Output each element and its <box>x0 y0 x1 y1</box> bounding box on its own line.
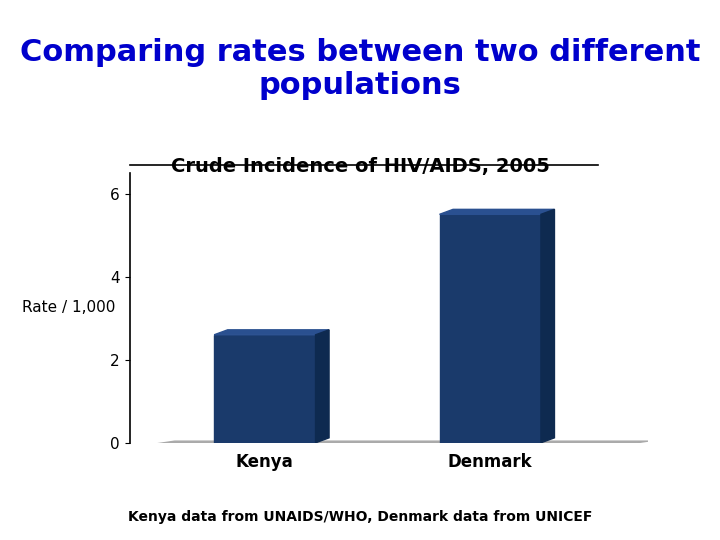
Text: Crude Incidence of HIV/AIDS, 2005: Crude Incidence of HIV/AIDS, 2005 <box>171 157 549 176</box>
Polygon shape <box>541 210 554 443</box>
Polygon shape <box>315 330 329 443</box>
Text: Comparing rates between two different
populations: Comparing rates between two different po… <box>19 38 701 100</box>
Polygon shape <box>141 441 648 446</box>
Polygon shape <box>439 210 554 214</box>
Text: Kenya data from UNAIDS/WHO, Denmark data from UNICEF: Kenya data from UNAIDS/WHO, Denmark data… <box>128 510 592 524</box>
Bar <box>439 214 541 443</box>
Polygon shape <box>214 330 329 335</box>
Bar <box>214 335 315 443</box>
Text: Rate / 1,000: Rate / 1,000 <box>22 300 115 315</box>
